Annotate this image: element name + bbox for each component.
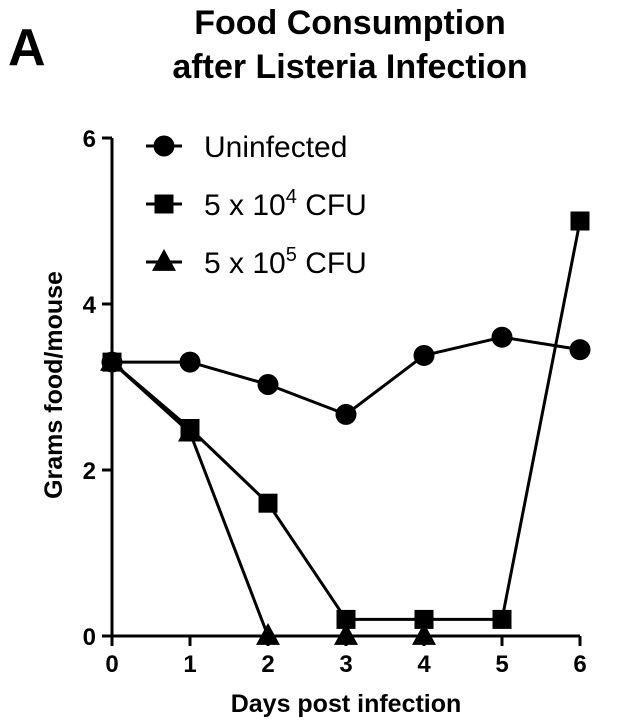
x-tick-label: 0 bbox=[105, 651, 118, 678]
data-point-triangle bbox=[178, 419, 202, 442]
legend-label: 5 x 104 CFU bbox=[204, 186, 367, 222]
data-point-square bbox=[492, 609, 512, 629]
legend-marker-square bbox=[154, 194, 174, 214]
y-tick-label: 0 bbox=[83, 624, 96, 651]
legend-label: 5 x 105 CFU bbox=[204, 244, 367, 280]
data-point-triangle bbox=[256, 622, 280, 645]
chart-title-line-2: after Listeria Infection bbox=[172, 48, 528, 86]
y-axis-label: Grams food/mouse bbox=[40, 271, 68, 499]
data-point-square bbox=[336, 609, 356, 629]
x-tick-label: 3 bbox=[339, 651, 352, 678]
data-point-circle bbox=[179, 351, 201, 373]
panel-letter: A bbox=[8, 19, 46, 77]
x-axis-label: Days post infection bbox=[231, 690, 462, 718]
y-tick-label: 2 bbox=[83, 458, 96, 485]
y-tick-label: 4 bbox=[83, 292, 97, 319]
data-point-circle bbox=[413, 344, 435, 366]
axes: 0 2 4 6 0 1 2 3 4 5 6 bbox=[83, 126, 587, 678]
x-tick-label: 4 bbox=[417, 651, 431, 678]
y-tick-label: 6 bbox=[83, 126, 96, 153]
data-point-triangle bbox=[334, 622, 358, 645]
chart-title-line-1: Food Consumption bbox=[194, 4, 506, 42]
legend-label: Uninfected bbox=[204, 131, 347, 164]
x-tick-label: 1 bbox=[183, 651, 196, 678]
data-point-square bbox=[258, 493, 278, 513]
x-tick-label: 5 bbox=[495, 651, 508, 678]
data-point-circle bbox=[257, 374, 279, 396]
legend: Uninfected 5 x 104 CFU 5 x 105 CFU bbox=[146, 131, 367, 280]
data-point-square bbox=[414, 609, 434, 629]
legend-marker-triangle bbox=[152, 248, 176, 271]
x-tick-label: 2 bbox=[261, 651, 274, 678]
data-point-triangle bbox=[412, 622, 436, 645]
data-point-triangle bbox=[100, 349, 124, 371]
data-point-square bbox=[570, 211, 590, 231]
data-point-circle bbox=[335, 403, 357, 425]
legend-marker-circle bbox=[153, 135, 175, 157]
x-tick-label: 6 bbox=[573, 651, 586, 678]
data-point-circle bbox=[569, 339, 591, 361]
data-point-circle bbox=[491, 326, 513, 348]
series-line-circle bbox=[112, 335, 581, 416]
series-markers bbox=[100, 211, 591, 645]
